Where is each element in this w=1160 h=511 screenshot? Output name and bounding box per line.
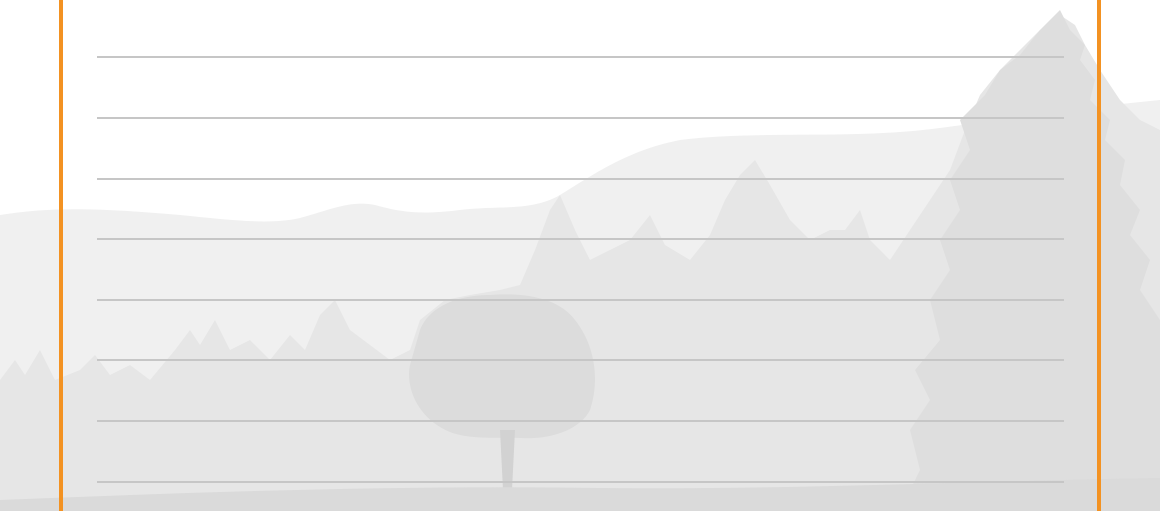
- left-margin-line: [59, 0, 63, 511]
- right-margin-line: [1097, 0, 1101, 511]
- lined-paper: [0, 0, 1160, 511]
- round-tree: [409, 294, 595, 438]
- page: [0, 0, 1160, 511]
